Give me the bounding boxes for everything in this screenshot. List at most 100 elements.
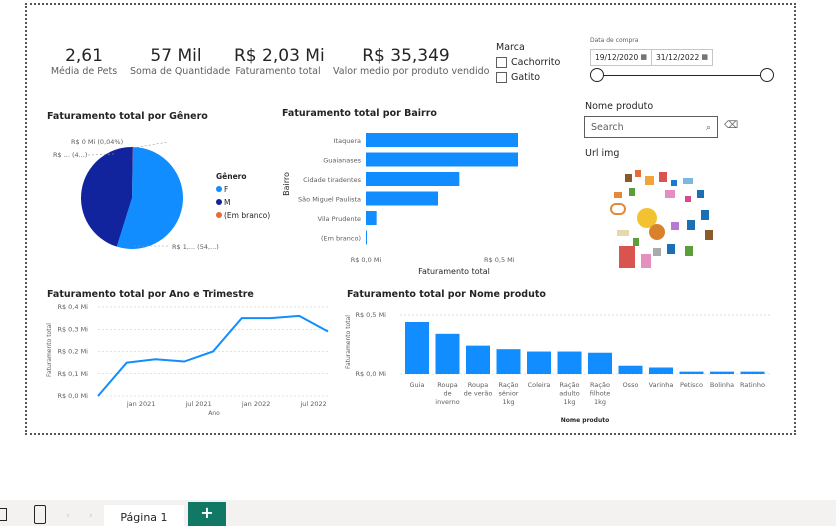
pie-slice-embranco[interactable] [132,147,134,198]
trimestre-chart[interactable]: Faturamento total R$ 0,0 Mi R$ 0,1 Mi R$ 0… [40,298,340,420]
kpi-label: Soma de Quantidade [130,66,231,77]
kpi-value: R$ 35,349 [362,46,450,66]
trimestre-xlabel: Ano [208,410,220,417]
produto-category-label: Ração sênior 1kg [499,381,519,406]
date-end-input[interactable]: 31/12/2022 ▦ [651,49,713,66]
y-tick-label: R$ 0,1 Mi [57,370,88,378]
y-tick-label: R$ 0,5 Mi [355,311,386,319]
kpi-media-pets[interactable]: 2,61 Média de Pets [48,46,120,77]
produto-category-label: Petisco [680,381,703,389]
produto-category-label: Osso [623,381,639,389]
bairro-chart[interactable]: Bairro Itaquera Guaianases Cidade tiradent… [278,122,518,282]
kpi-value: R$ 2,03 Mi [234,46,325,66]
produto-bar[interactable] [527,351,551,374]
date-start-input[interactable]: 19/12/2020 ▦ [590,49,652,66]
produto-bar[interactable] [740,371,765,374]
trimestre-ylabel: Faturamento total [46,323,53,377]
next-page-icon[interactable]: › [89,511,93,521]
produto-bar[interactable] [588,352,612,374]
produto-bar[interactable] [496,349,521,374]
produto-category-label: Guia [410,381,425,389]
bairro-bar[interactable] [366,133,518,147]
produto-xlabel: Nome produto [561,417,610,424]
marca-slicer: Marca Cachorrito Gatito [496,42,560,83]
produto-bar[interactable] [618,365,643,374]
marca-option-cachorrito[interactable]: Cachorrito [496,57,560,68]
pie-chart[interactable]: R$ 0 Mi (0,04%) R$ ... (4...) R$ 1,... (… [40,128,280,258]
kpi-value: 2,61 [65,46,103,66]
legend-title: Gênero [216,172,247,181]
x-tick-label: jan 2022 [241,400,271,408]
produto-category-label: Coleira [528,381,551,389]
produto-bar[interactable] [649,367,673,375]
pie-slice-f[interactable] [116,147,183,249]
legend-dot-icon [216,212,222,218]
bairro-bar[interactable] [366,230,367,245]
produto-bar[interactable] [679,371,704,374]
bairro-title: Faturamento total por Bairro [282,108,437,119]
legend-dot-icon [216,186,222,192]
search-icon[interactable]: ⌕ [705,123,711,133]
date-slider-end-handle[interactable] [760,68,774,82]
bairro-bar[interactable] [366,191,438,206]
produto-chart-title: Faturamento total por Nome produto [347,289,546,300]
legend-label: M [224,198,231,207]
pie-label-top: R$ 0 Mi (0,04%) [71,138,123,146]
kpi-label: Valor medio por produto vendido [333,66,490,77]
y-tick-label: R$ 0,3 Mi [57,325,88,333]
mobile-view-icon[interactable] [34,505,46,524]
produto-bar[interactable] [557,351,582,374]
eraser-icon[interactable]: ⌫ [724,120,739,131]
produto-bar[interactable] [435,333,460,374]
produto-filter-title: Nome produto [585,101,654,112]
legend-dot-icon [216,199,222,205]
bairro-category-label: Guaianases [323,157,361,165]
kpi-valor-medio[interactable]: R$ 35,349 Valor medio por produto vendid… [333,46,490,77]
bairro-tick-label: R$ 0,5 Mi [484,256,515,264]
bairro-bar[interactable] [366,172,460,186]
pie-legend: Gênero F M (Em branco) [216,172,270,224]
pie-slice-m[interactable] [80,147,133,247]
legend-item[interactable]: (Em branco) [216,211,270,220]
x-tick-label: jan 2021 [126,400,156,408]
produto-bar[interactable] [466,345,490,374]
pie-label-right: R$ 1,... (54,...) [172,243,219,251]
product-images-collage [610,170,713,268]
prev-page-icon[interactable]: ‹ [66,511,70,521]
produto-category-label: Bolinha [710,381,734,389]
produto-bar[interactable] [710,371,734,374]
produto-category-label: Ratinho [740,381,765,389]
kpi-soma-quantidade[interactable]: 57 Mil Soma de Quantidade [130,46,231,77]
bairro-category-label: Itaquera [334,137,361,145]
bairro-category-label: São Miguel Paulista [298,196,361,204]
date-slider-start-handle[interactable] [590,68,604,82]
produto-category-label: Ração filhote 1kg [590,381,611,406]
produto-chart[interactable]: Faturamento total R$ 0,0 Mi R$ 0,5 Mi Gui… [340,300,780,425]
tab-pagina-1[interactable]: Página 1 [104,505,184,526]
legend-item[interactable]: F [216,185,270,194]
produto-category-label: Ração adulto 1kg [559,381,580,406]
desktop-view-icon[interactable] [0,508,7,521]
marca-title: Marca [496,42,525,53]
produto-bar[interactable] [405,322,429,374]
calendar-icon[interactable]: ▦ [640,53,647,61]
kpi-faturamento-total[interactable]: R$ 2,03 Mi Faturamento total [234,46,325,77]
y-tick-label: R$ 0,0 Mi [355,370,386,378]
produto-search-input[interactable]: Search ⌕ [584,116,718,138]
legend-label: F [224,185,229,194]
add-page-button[interactable]: + [188,502,226,526]
legend-item[interactable]: M [216,198,270,207]
checkbox-icon[interactable] [496,72,507,83]
checkbox-icon[interactable] [496,57,507,68]
bairro-tick-label: R$ 0,0 Mi [351,256,382,264]
y-tick-label: R$ 0,0 Mi [57,392,88,400]
date-slider-track[interactable] [597,75,767,76]
bairro-category-label: Cidade tiradentes [303,176,361,184]
kpi-value: 57 Mil [150,46,202,66]
bairro-category-label: Vila Prudente [318,215,361,223]
bairro-bar[interactable] [366,211,377,225]
marca-option-gatito[interactable]: Gatito [496,72,560,83]
bairro-bar[interactable] [366,152,518,167]
calendar-icon[interactable]: ▦ [701,53,708,61]
line-series-faturamento[interactable] [97,314,329,397]
